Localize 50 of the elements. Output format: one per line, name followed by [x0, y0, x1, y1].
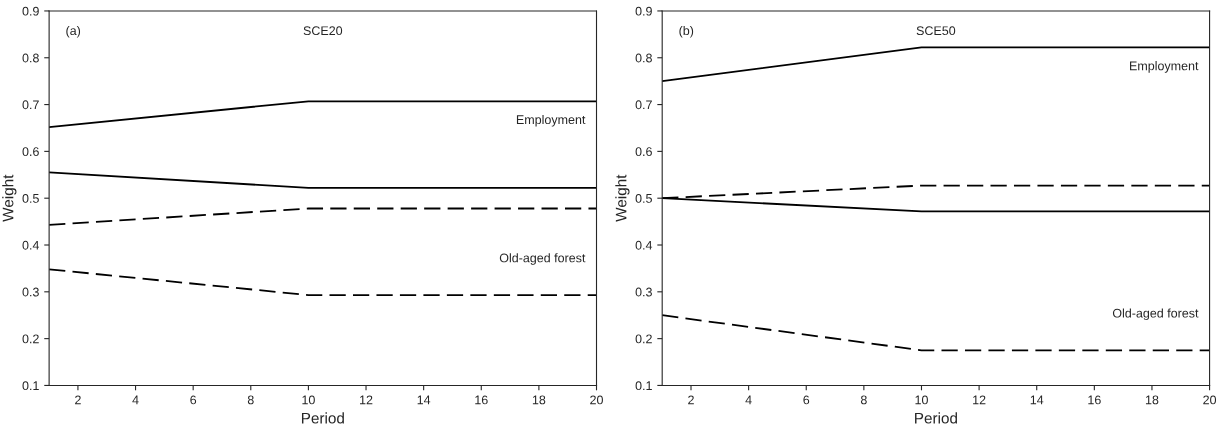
x-tick-label: 14 — [417, 395, 431, 405]
x-tick-label: 10 — [302, 395, 315, 405]
x-tick-label: 14 — [1030, 395, 1044, 405]
y-tick-label: 0.4 — [22, 240, 40, 250]
text: SCE20 — [303, 26, 343, 36]
x-tick-label: 2 — [688, 395, 694, 405]
annotation: Old-aged forest — [1112, 308, 1199, 321]
y-axis-title: Weight — [2, 174, 17, 222]
y-tick-label: 0.5 — [635, 194, 652, 203]
x-tick-label: 12 — [360, 395, 373, 405]
y-tick-label: 0.2 — [635, 334, 652, 344]
annotation: Employment — [1130, 61, 1199, 73]
x-axis-title: Period — [915, 412, 957, 424]
x-tick-label: 18 — [532, 395, 546, 405]
x-tick-label: 4 — [132, 395, 139, 405]
y-tick-label: 0.3 — [22, 287, 39, 297]
y-tick-label: 0.6 — [22, 147, 39, 157]
x-tick-label: 8 — [860, 395, 867, 405]
y-tick-label: 0.2 — [22, 334, 39, 344]
y-tick-label: 0.9 — [22, 6, 39, 16]
annotation: Employment — [516, 114, 586, 127]
y-tick-label: 0.9 — [635, 6, 652, 16]
x-tick-label: 8 — [247, 395, 254, 405]
y-tick-label: 0.1 — [635, 381, 652, 391]
y-tick-label: 0.6 — [635, 147, 652, 157]
y-axis-title: Weight — [615, 174, 630, 222]
x-tick-label: 2 — [75, 395, 81, 405]
y-tick-label: 0.5 — [22, 194, 39, 203]
x-tick-label: 4 — [745, 395, 752, 405]
y-tick-label: 0.8 — [635, 53, 652, 63]
x-tick-label: 16 — [1088, 395, 1101, 405]
x-tick-label: 6 — [190, 395, 197, 405]
y-tick-label: 0.7 — [635, 100, 652, 110]
x-axis-title: Period — [301, 412, 344, 424]
x-tick-label: 18 — [1145, 395, 1159, 405]
x-tick-label: 12 — [973, 395, 986, 405]
y-tick-label: 0.4 — [635, 240, 653, 250]
y-tick-label: 0.1 — [22, 381, 39, 391]
y-tick-label: 0.7 — [22, 100, 39, 110]
y-tick-label: 0.3 — [635, 287, 652, 297]
x-tick-label: 6 — [803, 395, 810, 405]
x-tick-label: 20 — [1203, 395, 1217, 405]
x-tick-label: 20 — [590, 395, 603, 405]
x-tick-label: 10 — [915, 395, 928, 405]
y-tick-label: 0.8 — [22, 53, 39, 63]
annotation: Old-aged forest — [499, 253, 586, 265]
text: SCE50 — [916, 26, 956, 36]
annotation: (b) — [679, 25, 694, 38]
annotation: (a) — [66, 25, 81, 38]
x-tick-label: 16 — [475, 395, 488, 405]
